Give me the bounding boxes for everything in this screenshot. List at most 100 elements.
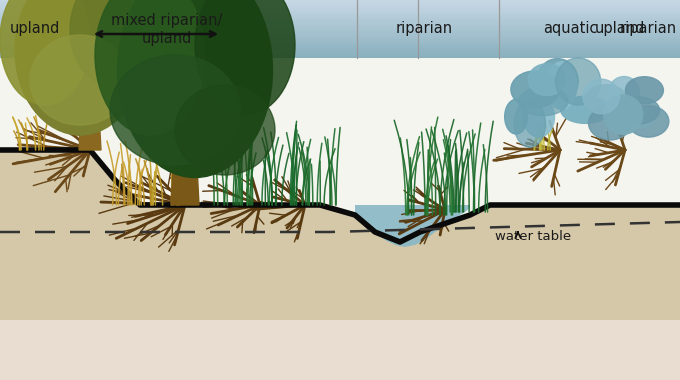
Polygon shape <box>0 48 680 52</box>
Polygon shape <box>0 10 680 12</box>
Polygon shape <box>0 266 680 271</box>
Polygon shape <box>0 271 680 276</box>
Polygon shape <box>0 33 680 35</box>
Polygon shape <box>0 31 680 33</box>
Polygon shape <box>0 238 680 242</box>
Polygon shape <box>0 276 680 280</box>
Polygon shape <box>0 247 680 252</box>
Polygon shape <box>0 10 680 14</box>
Polygon shape <box>0 204 680 209</box>
Polygon shape <box>0 71 680 76</box>
Polygon shape <box>0 318 680 323</box>
Polygon shape <box>0 190 680 195</box>
Ellipse shape <box>583 79 619 114</box>
Polygon shape <box>0 128 680 133</box>
Polygon shape <box>0 209 680 214</box>
Ellipse shape <box>511 71 560 108</box>
Polygon shape <box>0 195 680 200</box>
Polygon shape <box>0 41 680 43</box>
Text: mixed riparian/: mixed riparian/ <box>112 13 222 27</box>
Ellipse shape <box>505 99 528 134</box>
Polygon shape <box>0 337 680 342</box>
Polygon shape <box>0 285 680 290</box>
Polygon shape <box>0 185 680 190</box>
Polygon shape <box>0 35 680 37</box>
Polygon shape <box>0 2 680 4</box>
Polygon shape <box>0 366 680 370</box>
Polygon shape <box>0 223 680 228</box>
Polygon shape <box>0 304 680 309</box>
Polygon shape <box>0 242 680 247</box>
Polygon shape <box>0 314 680 318</box>
Polygon shape <box>0 43 680 44</box>
Polygon shape <box>0 342 680 347</box>
Ellipse shape <box>514 101 545 147</box>
Polygon shape <box>0 38 680 43</box>
Polygon shape <box>0 86 680 90</box>
Ellipse shape <box>15 0 145 135</box>
Polygon shape <box>0 17 680 19</box>
Polygon shape <box>0 133 680 138</box>
Polygon shape <box>0 332 680 337</box>
Polygon shape <box>0 81 680 86</box>
Polygon shape <box>0 50 680 52</box>
Ellipse shape <box>30 35 130 125</box>
Polygon shape <box>0 114 680 119</box>
Polygon shape <box>0 375 680 380</box>
Ellipse shape <box>609 76 639 108</box>
Polygon shape <box>0 352 680 356</box>
Polygon shape <box>0 90 680 95</box>
Polygon shape <box>0 294 680 299</box>
Polygon shape <box>0 176 680 180</box>
Polygon shape <box>0 157 680 162</box>
Polygon shape <box>0 52 680 54</box>
Polygon shape <box>0 233 680 238</box>
Polygon shape <box>0 138 680 142</box>
Polygon shape <box>0 328 680 332</box>
Polygon shape <box>0 66 680 71</box>
Polygon shape <box>0 28 680 33</box>
Polygon shape <box>355 205 470 247</box>
Ellipse shape <box>95 0 205 135</box>
Polygon shape <box>0 256 680 261</box>
Ellipse shape <box>118 0 273 177</box>
Polygon shape <box>0 33 680 38</box>
Polygon shape <box>0 0 680 5</box>
Polygon shape <box>0 171 680 176</box>
Text: aquatic: aquatic <box>543 22 597 36</box>
Polygon shape <box>0 180 680 185</box>
Polygon shape <box>0 24 680 28</box>
Ellipse shape <box>604 95 643 134</box>
Polygon shape <box>0 14 680 16</box>
Polygon shape <box>0 280 680 285</box>
Polygon shape <box>0 105 680 109</box>
Polygon shape <box>0 162 680 166</box>
Ellipse shape <box>110 55 240 165</box>
Ellipse shape <box>70 0 150 85</box>
Polygon shape <box>0 44 680 46</box>
Polygon shape <box>0 290 680 294</box>
Ellipse shape <box>561 96 610 124</box>
Polygon shape <box>0 356 680 361</box>
Ellipse shape <box>556 58 600 105</box>
Polygon shape <box>0 95 680 100</box>
Ellipse shape <box>175 85 275 175</box>
Text: upland: upland <box>595 22 645 36</box>
Ellipse shape <box>528 64 566 95</box>
Polygon shape <box>0 361 680 366</box>
Polygon shape <box>0 21 680 23</box>
Polygon shape <box>0 19 680 24</box>
Ellipse shape <box>585 85 628 116</box>
Ellipse shape <box>195 0 295 115</box>
Ellipse shape <box>523 97 554 137</box>
Polygon shape <box>0 200 680 204</box>
Polygon shape <box>0 124 680 128</box>
Ellipse shape <box>537 59 578 104</box>
Polygon shape <box>0 147 680 152</box>
Ellipse shape <box>605 95 640 132</box>
Polygon shape <box>0 347 680 352</box>
Text: upland: upland <box>142 30 192 46</box>
Polygon shape <box>0 23 680 25</box>
Polygon shape <box>0 46 680 48</box>
Polygon shape <box>0 142 680 147</box>
